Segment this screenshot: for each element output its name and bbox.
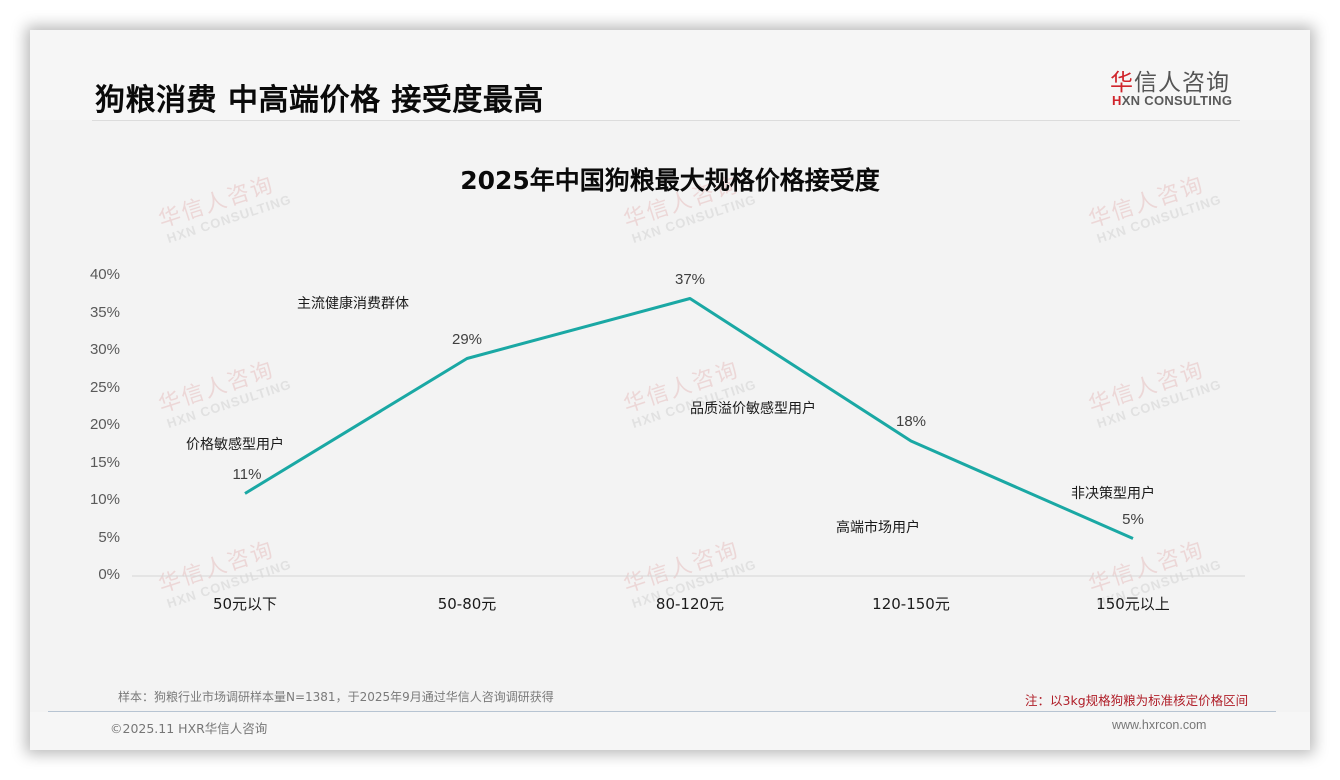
logo-cn-first: 华 — [1110, 70, 1134, 96]
data-label: 29% — [451, 330, 483, 348]
logo-en-rest: XN CONSULTING — [1121, 93, 1233, 108]
line-chart — [132, 297, 1245, 577]
y-tick-label: 0% — [98, 566, 120, 583]
y-tick-label: 25% — [89, 378, 120, 396]
header-band — [30, 30, 1310, 120]
annotation-price-sensitive: 价格敏感型用户 — [186, 437, 284, 453]
logo-english: HXN CONSULTING — [1112, 93, 1232, 108]
page-title: 狗粮消费 中高端价格 接受度最高 — [95, 83, 544, 118]
series-line — [244, 297, 1134, 540]
y-tick-label: 30% — [89, 341, 120, 358]
chart-title: 2025年中国狗粮最大规格价格接受度 — [460, 166, 880, 195]
footer-divider — [48, 711, 1276, 712]
y-tick-label: 5% — [98, 528, 120, 546]
logo-en-first: H — [1112, 93, 1122, 108]
annotation-non-decision: 非决策型用户 — [1071, 486, 1155, 502]
annotation-mainstream: 主流健康消费群体 — [297, 296, 409, 312]
x-tick-label: 80-120元 — [655, 595, 725, 613]
y-tick-label: 20% — [89, 416, 120, 433]
header-divider — [92, 120, 1240, 121]
x-tick-label: 50元以下 — [212, 595, 278, 613]
logo-cn-rest: 信人咨询 — [1134, 70, 1230, 96]
copyright: ©2025.11 HXR华信人咨询 — [110, 721, 268, 736]
logo-chinese: 华信人咨询 — [1110, 63, 1230, 97]
data-label: 37% — [674, 270, 706, 288]
sample-footnote: 样本：狗粮行业市场调研样本量N=1381，于2025年9月通过华信人咨询调研获得 — [118, 690, 554, 704]
data-label: 11% — [232, 465, 262, 483]
annotation-high-end: 高端市场用户 — [836, 520, 920, 536]
x-tick-label: 150元以上 — [1096, 595, 1170, 613]
y-tick-label: 35% — [89, 303, 120, 321]
y-tick-label: 40% — [89, 266, 120, 283]
annotation-quality-premium: 品质溢价敏感型用户 — [690, 401, 816, 417]
y-tick-label: 15% — [89, 453, 120, 471]
price-basis-note: 注：以3kg规格狗粮为标准核定价格区间 — [1025, 693, 1249, 708]
x-tick-label: 120-150元 — [872, 595, 950, 613]
data-label: 18% — [895, 413, 927, 430]
footer-band — [30, 712, 1310, 750]
slide: 狗粮消费 中高端价格 接受度最高 华信人咨询 HXN CONSULTING 华信… — [30, 30, 1310, 750]
y-tick-label: 10% — [89, 491, 120, 508]
brand-logo: 华信人咨询 HXN CONSULTING — [1110, 63, 1242, 111]
x-tick-label: 50-80元 — [437, 595, 497, 613]
data-label: 5% — [1122, 510, 1144, 528]
website: www.hxrcon.com — [1112, 718, 1207, 732]
